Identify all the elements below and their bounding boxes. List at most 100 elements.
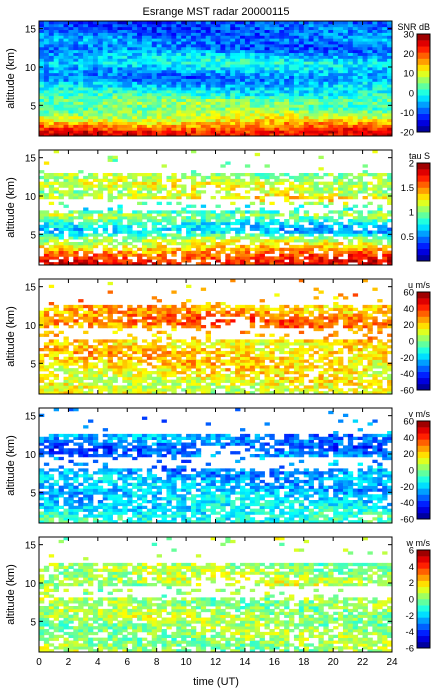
heatmap-cell (156, 233, 162, 237)
heatmap-cell (269, 113, 275, 117)
heatmap-cell (357, 210, 363, 214)
heatmap-cell (328, 55, 334, 59)
heatmap-cell (78, 130, 84, 134)
heatmap-cell (289, 52, 295, 56)
heatmap-cell (107, 221, 113, 226)
heatmap-cell (372, 121, 378, 125)
heatmap-cell (215, 219, 221, 223)
heatmap-cell (249, 233, 256, 237)
heatmap-cell (112, 385, 118, 389)
heatmap-cell (141, 385, 148, 389)
heatmap-cell (293, 87, 300, 91)
heatmap-cell (83, 95, 89, 100)
heatmap-cell (333, 64, 339, 68)
heatmap-cell (83, 49, 89, 54)
heatmap-cell (244, 41, 251, 45)
colorbar-tick-label: 0 (409, 88, 414, 99)
heatmap-cell (146, 101, 153, 105)
heatmap-cell (190, 58, 197, 62)
heatmap-cell (58, 78, 64, 82)
heatmap-cell (102, 81, 109, 85)
heatmap-cell (137, 110, 143, 114)
heatmap-cell (387, 87, 393, 91)
heatmap-cell (293, 196, 300, 200)
heatmap-cell (78, 87, 84, 91)
heatmap-cell (338, 210, 344, 214)
heatmap-cell (171, 104, 177, 108)
heatmap-cell (333, 92, 339, 97)
heatmap-cell (48, 113, 55, 117)
heatmap-cell (387, 388, 393, 392)
heatmap-cell (43, 21, 50, 25)
heatmap-cell (225, 259, 231, 263)
heatmap-cell (367, 230, 373, 234)
heatmap-cell (289, 391, 295, 395)
colorbar-swatch (417, 76, 430, 84)
heatmap-cell (279, 379, 285, 383)
heatmap-cell (161, 224, 167, 229)
heatmap-cell (308, 52, 314, 56)
heatmap-cell (43, 250, 50, 254)
heatmap-cell (117, 75, 123, 79)
heatmap-cell (293, 236, 300, 240)
heatmap-cell (122, 38, 128, 42)
heatmap-cell (313, 115, 319, 120)
heatmap-cell (362, 87, 368, 91)
heatmap-cell (220, 95, 226, 100)
heatmap-cell (186, 21, 192, 25)
heatmap-cell (63, 29, 69, 33)
heatmap-cell (48, 81, 55, 85)
heatmap-cell (230, 388, 236, 392)
heatmap-cell (367, 219, 373, 223)
heatmap-cell (347, 127, 354, 131)
heatmap-cell (357, 121, 363, 125)
heatmap-cell (92, 133, 99, 137)
heatmap-cell (43, 61, 50, 65)
heatmap-cell (58, 213, 64, 217)
heatmap-cell (318, 84, 324, 88)
heatmap-cell (303, 133, 310, 137)
heatmap-cell (107, 49, 113, 54)
heatmap-cell (254, 247, 261, 252)
heatmap-cell (58, 233, 64, 237)
heatmap-cell (333, 38, 339, 42)
heatmap-cell (151, 227, 158, 231)
heatmap-cell (225, 190, 231, 194)
heatmap-cell (73, 44, 79, 48)
heatmap-cell (58, 173, 64, 177)
heatmap-cell (107, 121, 113, 125)
heatmap-cell (132, 72, 138, 77)
heatmap-cell (323, 98, 329, 102)
heatmap-cell (362, 133, 368, 137)
heatmap-cell (39, 184, 45, 188)
heatmap-cell (141, 379, 148, 383)
heatmap-cell (303, 242, 310, 246)
heatmap-cell (161, 90, 167, 94)
heatmap-cell (387, 198, 393, 203)
heatmap-cell (186, 388, 192, 392)
heatmap-cell (210, 244, 216, 249)
heatmap-cell (333, 391, 339, 395)
heatmap-cell (156, 230, 162, 234)
heatmap-cell (313, 64, 319, 68)
heatmap-cell (362, 104, 368, 108)
heatmap-cell (63, 46, 69, 51)
heatmap-cell (63, 121, 69, 125)
heatmap-cell (323, 247, 329, 252)
heatmap-cell (303, 32, 310, 36)
heatmap-cell (215, 216, 221, 220)
heatmap-cell (58, 113, 64, 117)
heatmap-cell (215, 181, 221, 185)
heatmap-cell (176, 130, 182, 134)
heatmap-cell (78, 262, 84, 266)
heatmap-cell (274, 239, 280, 243)
heatmap-cell (73, 29, 79, 33)
heatmap-cell (235, 38, 241, 42)
heatmap-cell (328, 196, 334, 200)
heatmap-cell (92, 236, 99, 240)
heatmap-cell (171, 107, 177, 111)
heatmap-cell (372, 32, 378, 36)
heatmap-cell (132, 67, 138, 71)
heatmap-cell (303, 213, 310, 217)
heatmap-cell (382, 95, 388, 100)
